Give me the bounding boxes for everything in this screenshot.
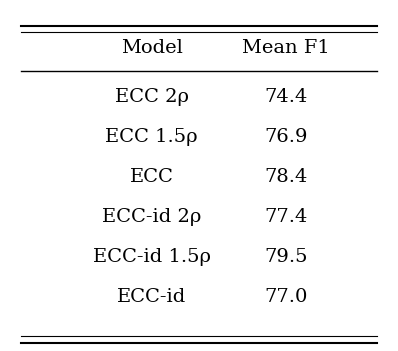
Text: 77.4: 77.4 — [264, 208, 308, 226]
Text: 76.9: 76.9 — [264, 128, 308, 146]
Text: ECC 2ρ: ECC 2ρ — [115, 88, 189, 106]
Text: ECC: ECC — [130, 168, 174, 186]
Text: ECC 1.5ρ: ECC 1.5ρ — [105, 128, 198, 146]
Text: 79.5: 79.5 — [264, 248, 308, 266]
Text: Model: Model — [121, 39, 183, 58]
Text: ECC-id: ECC-id — [117, 289, 186, 306]
Text: 74.4: 74.4 — [264, 88, 308, 106]
Text: 78.4: 78.4 — [264, 168, 308, 186]
Text: 77.0: 77.0 — [264, 289, 308, 306]
Text: Mean F1: Mean F1 — [242, 39, 330, 58]
Text: ECC-id 1.5ρ: ECC-id 1.5ρ — [93, 248, 211, 266]
Text: ECC-id 2ρ: ECC-id 2ρ — [102, 208, 201, 226]
